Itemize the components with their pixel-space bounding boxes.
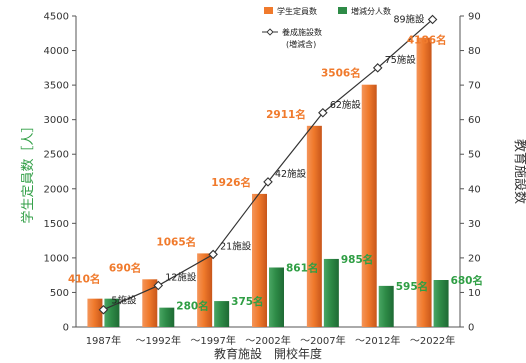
legend-marker-facilities (267, 29, 273, 35)
right-tick-label: 40 (468, 184, 481, 195)
increase-label: 280名 (176, 300, 208, 313)
left-tick-label: 3500 (44, 81, 69, 92)
student-capacity-label: 1926名 (211, 176, 251, 189)
increase-label: 375名 (231, 295, 263, 308)
right-tick-label: 60 (468, 115, 481, 126)
legend-label-facilities: 養成施設数 (282, 27, 322, 37)
facility-count-label: 42施設 (275, 168, 307, 180)
right-tick-label: 0 (468, 323, 474, 334)
left-tick-label: 2000 (44, 184, 69, 195)
left-tick-label: 0 (63, 323, 69, 334)
facility-count-label: 21施設 (220, 240, 252, 252)
student-capacity-bar (197, 253, 212, 327)
left-tick-label: 4000 (44, 46, 69, 57)
x-tick-label: ～2007年 (300, 334, 345, 347)
left-tick-label: 2500 (44, 150, 69, 161)
increase-bar (324, 259, 339, 327)
facility-count-label: 62施設 (330, 99, 362, 111)
x-tick-label: ～2022年 (410, 334, 455, 347)
right-tick-label: 30 (468, 219, 481, 230)
student-capacity-bar (362, 85, 377, 327)
student-capacity-label: 2911名 (266, 108, 306, 121)
left-tick-label: 1000 (44, 253, 69, 264)
left-axis-title: 学生定員数［人］ (20, 119, 36, 223)
increase-bar (214, 301, 229, 327)
left-tick-label: 1500 (44, 219, 69, 230)
legend-swatch-students (264, 7, 273, 14)
facility-count-label: 12施設 (165, 272, 197, 284)
increase-label: 861名 (286, 261, 318, 274)
increase-label: 595名 (396, 280, 428, 293)
x-tick-label: 1987年 (86, 334, 121, 347)
legend-label-increase: 増減分人数 (351, 6, 391, 16)
left-tick-label: 500 (50, 288, 69, 299)
right-tick-label: 10 (468, 288, 481, 299)
student-capacity-bar (307, 126, 322, 327)
facility-count-label: 75施設 (385, 54, 417, 66)
student-capacity-label: 690名 (109, 261, 141, 274)
increase-bar (159, 308, 174, 327)
increase-label: 985名 (341, 253, 373, 266)
increase-bar (434, 280, 449, 327)
facility-count-label: 5施設 (111, 295, 137, 307)
left-tick-label: 4500 (44, 12, 69, 23)
left-tick-label: 3000 (44, 115, 69, 126)
x-tick-label: ～2012年 (355, 334, 400, 347)
legend-label-students: 学生定員数 (277, 6, 317, 16)
increase-label: 680名 (451, 274, 483, 287)
facility-count-label: 89施設 (393, 13, 425, 25)
right-tick-label: 80 (468, 46, 481, 57)
x-tick-label: ～1997年 (190, 334, 235, 347)
right-tick-label: 50 (468, 150, 481, 161)
x-tick-label: ～2002年 (245, 334, 290, 347)
increase-bar (379, 286, 394, 327)
right-axis-title: 教育施設数 (512, 139, 526, 204)
student-capacity-label: 1065名 (156, 235, 196, 248)
right-tick-label: 90 (468, 12, 481, 23)
student-capacity-label: 4186名 (407, 34, 447, 47)
right-tick-label: 20 (468, 253, 481, 264)
legend-swatch-increase (338, 7, 347, 14)
student-capacity-label: 410名 (68, 273, 100, 286)
right-tick-label: 70 (468, 81, 481, 92)
student-capacity-bar (87, 299, 102, 327)
student-capacity-label: 3506名 (321, 67, 361, 80)
facility-count-line (103, 19, 432, 309)
legend-label-facilities-sub: (増減含) (286, 39, 316, 49)
increase-bar (269, 267, 284, 327)
x-tick-label: ～1992年 (136, 334, 181, 347)
x-axis-title: 教育施設 開校年度 (214, 346, 322, 361)
